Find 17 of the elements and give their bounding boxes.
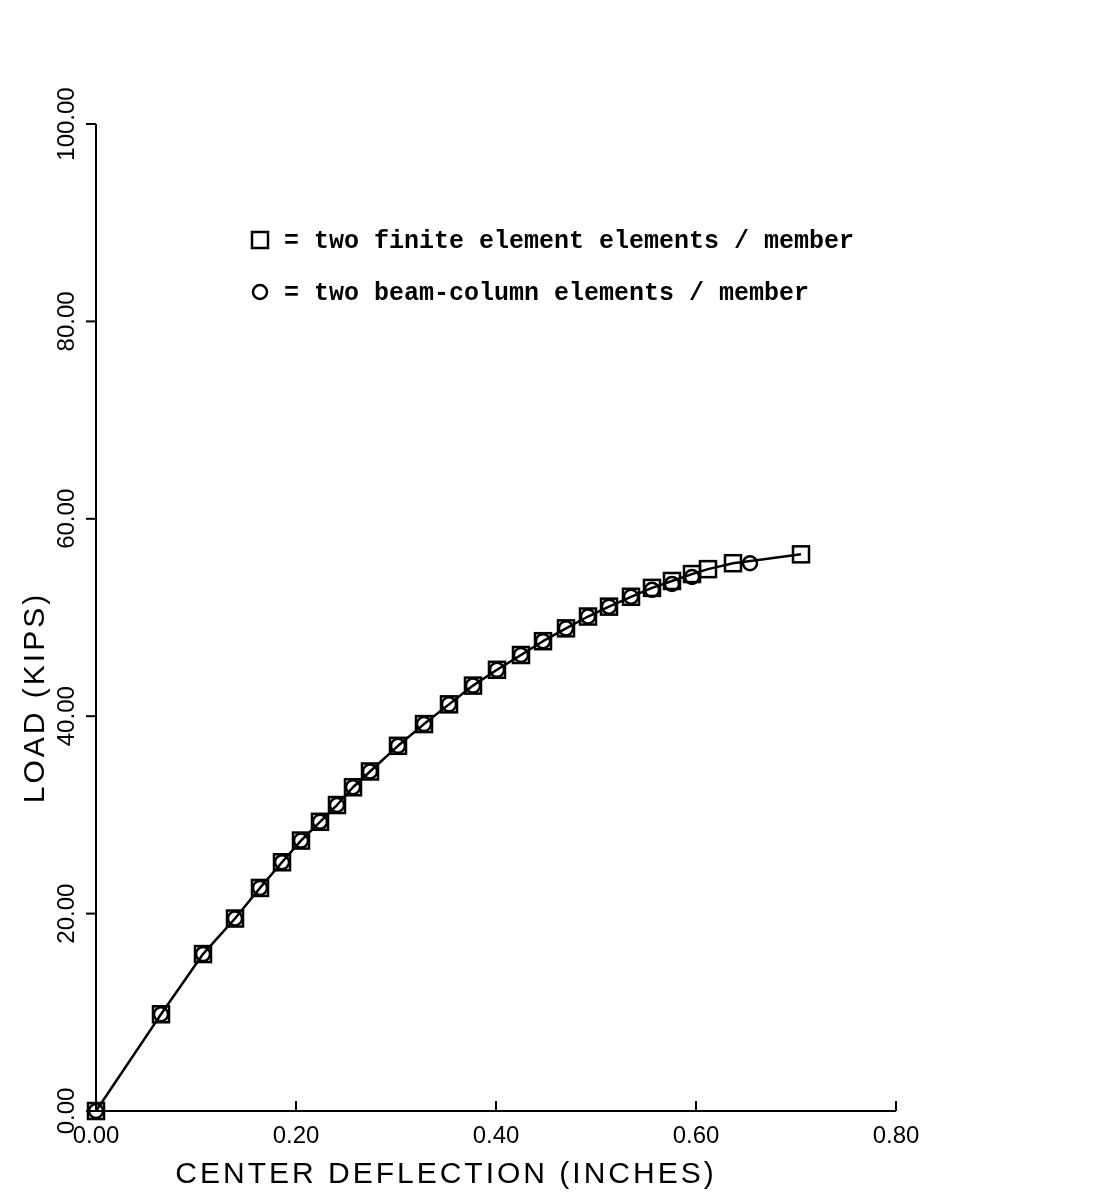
y-tick-label: 80.00 [52, 291, 79, 352]
y-tick-label: 40.00 [52, 686, 79, 747]
legend-label: = two beam-column elements / member [284, 279, 810, 308]
y-axis-title: LOAD (KIPS) [17, 591, 50, 804]
x-axis-title: CENTER DEFLECTION (INCHES) [175, 1156, 717, 1189]
x-tick-label: 0.40 [472, 1121, 520, 1148]
point [741, 554, 759, 572]
x-tick-label: 0.80 [872, 1121, 920, 1148]
point [791, 545, 811, 564]
y-tick-label: 100.00 [52, 87, 79, 161]
y-tick-label: 20.00 [52, 883, 79, 944]
legend-label: = two finite element elements / member [284, 227, 855, 256]
point [698, 559, 718, 579]
y-tick-label: 60.00 [52, 488, 79, 549]
x-tick-label: 0.60 [672, 1121, 720, 1148]
point [723, 553, 743, 573]
x-tick-label: 0.20 [272, 1121, 320, 1148]
